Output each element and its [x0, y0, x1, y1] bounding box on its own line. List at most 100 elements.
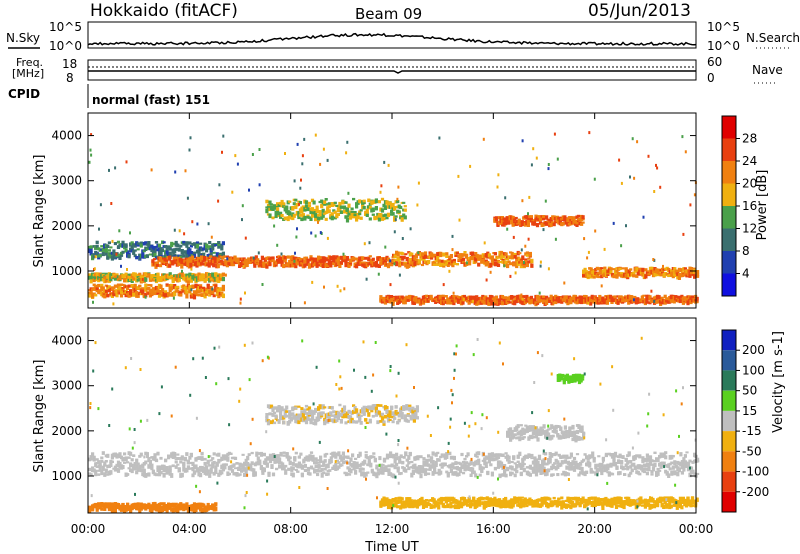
velocity-echo-cell: [174, 461, 178, 464]
power-echo-cell: [213, 256, 217, 260]
power-echo-cell: [689, 267, 694, 271]
velocity-echo-cell: [304, 419, 309, 425]
velocity-echo-cell: [256, 456, 260, 461]
velocity-echo-cell: [209, 467, 213, 471]
velocity-echo-cell: [282, 451, 286, 454]
power-echo-cell: [306, 206, 310, 212]
power-echo-cell: [220, 243, 224, 248]
velocity-echo-cell: [393, 464, 397, 470]
power-echo-cell: [195, 263, 199, 268]
power-echo-cell: [640, 295, 644, 299]
power-echo-cell: [174, 170, 177, 174]
power-echo-cell: [121, 240, 125, 245]
power-echo-cell: [670, 269, 674, 273]
velocity-echo-cell: [420, 465, 425, 469]
velocity-echo-cell: [647, 465, 651, 469]
velocity-echo-cell: [490, 452, 494, 456]
velocity-echo-cell: [113, 452, 117, 456]
velocity-echo-cell: [325, 452, 329, 456]
velocity-echo-cell: [310, 417, 315, 421]
velocity-echo-cell: [277, 406, 281, 411]
velocity-echo-cell: [272, 421, 277, 425]
power-echo-cell: [183, 251, 187, 254]
power-echo-cell: [436, 256, 440, 261]
velocity-echo-cell: [680, 471, 684, 475]
velocity-echo-cell: [121, 465, 125, 470]
power-echo-cell: [219, 256, 223, 259]
velocity-echo-cell: [653, 451, 657, 454]
power-echo-cell: [355, 204, 359, 209]
power-echo-cell: [483, 241, 486, 245]
power-echo-cell: [119, 289, 124, 294]
power-echo-cell: [552, 222, 556, 227]
power-echo-cell: [189, 245, 193, 248]
power-echo-cell: [298, 202, 300, 206]
power-echo-cell: [630, 295, 634, 299]
power-echo-cell: [121, 288, 125, 291]
power-echo-cell: [484, 259, 488, 262]
velocity-echo-cell: [465, 461, 469, 464]
velocity-echo-cell: [683, 460, 687, 465]
velocity-echo-cell: [656, 457, 660, 463]
velocity-echo-cell: [365, 408, 369, 413]
velocity-echo-cell: [562, 454, 566, 459]
power-echo-cell: [693, 267, 697, 270]
velocity-echo-cell: [495, 453, 499, 456]
power-echo-layer: [88, 131, 700, 307]
velocity-echo-cell: [269, 404, 274, 409]
power-echo-cell: [551, 301, 555, 306]
power-echo-cell: [501, 253, 505, 259]
power-echo-cell: [236, 162, 239, 166]
power-echo-cell: [109, 246, 113, 249]
power-echo-cell: [98, 253, 102, 258]
power-echo-cell: [222, 255, 226, 258]
freq-tick-bottom: 8: [66, 71, 74, 85]
power-echo-cell: [609, 269, 613, 275]
power-echo-cell: [110, 202, 113, 205]
velocity-echo-cell: [399, 454, 403, 458]
power-echo-cell: [153, 274, 157, 278]
power-echo-cell: [183, 232, 186, 236]
velocity-echo-cell: [387, 468, 391, 474]
velocity-echo-cell: [109, 470, 113, 475]
velocity-echo-cell: [307, 406, 312, 410]
velocity-echo-cell: [439, 455, 443, 459]
power-echo-cell: [326, 158, 329, 162]
velocity-echo-cell: [296, 470, 300, 473]
power-echo-cell: [189, 251, 193, 255]
power-echo-cell: [157, 243, 162, 248]
velocity-echo-cell: [208, 464, 212, 467]
power-echo-cell: [509, 274, 512, 278]
power-echo-cell: [133, 249, 137, 252]
velocity-echo-cell: [312, 412, 316, 415]
noise-tick-left-bottom: 10^0: [49, 39, 82, 53]
power-echo-cell: [95, 244, 99, 249]
velocity-echo-cell: [673, 460, 677, 466]
velocity-echo-cell: [472, 471, 476, 474]
power-echo-cell: [621, 267, 625, 270]
power-echo-cell: [632, 298, 635, 302]
power-echo-cell: [153, 245, 157, 251]
velocity-echo-cell: [487, 458, 491, 464]
power-echo-cell: [95, 287, 99, 290]
power-echo-cell: [597, 275, 601, 279]
velocity-echo-cell: [230, 469, 235, 473]
velocity-echo-cell: [359, 421, 363, 425]
power-echo-cell: [189, 136, 192, 140]
velocity-echo-cell: [658, 469, 662, 472]
velocity-echo-cell: [159, 502, 163, 506]
power-echo-cell: [206, 254, 210, 259]
power-echo-cell: [563, 281, 566, 285]
power-echo-cell: [185, 241, 189, 245]
power-echo-cell: [314, 217, 318, 222]
velocity-echo-cell: [461, 460, 466, 464]
velocity-echo-cell: [280, 406, 284, 412]
velocity-echo-cell: [233, 467, 238, 470]
velocity-echo-cell: [272, 406, 277, 410]
power-echo-cell: [437, 259, 441, 264]
velocity-echo-cell: [585, 455, 589, 460]
velocity-echo-cell: [170, 473, 174, 478]
velocity-echo-cell: [337, 451, 341, 457]
power-echo-cell: [130, 248, 134, 252]
power-echo-cell: [153, 289, 157, 292]
